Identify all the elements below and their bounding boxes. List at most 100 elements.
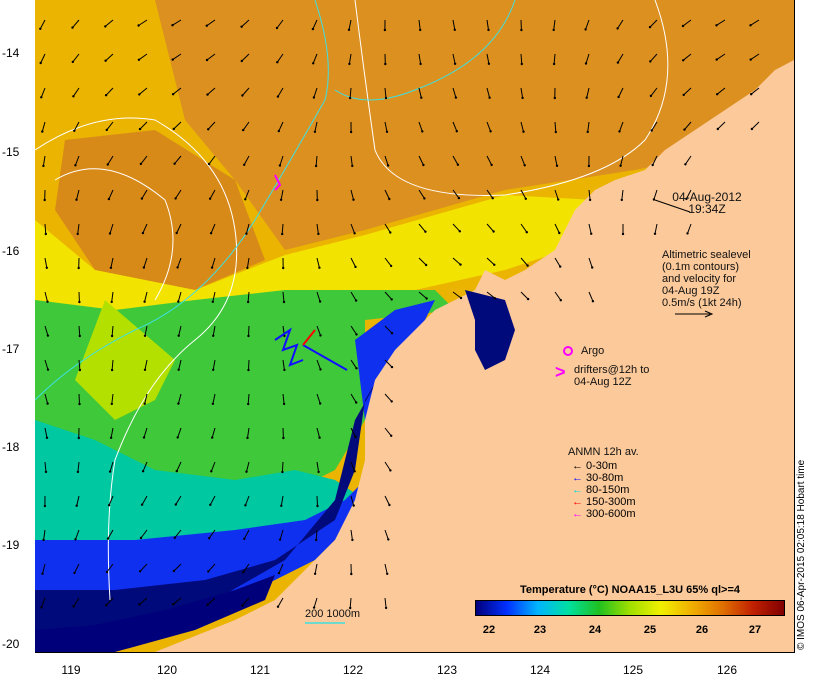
velocity-arrow-head [46,334,50,337]
velocity-arrow-head [171,93,175,96]
velocity-arrow-head [207,162,211,166]
velocity-arrow [40,53,46,64]
velocity-arrow-head [108,232,112,235]
velocity-arrow [682,19,692,27]
velocity-arrow [276,19,284,29]
velocity-arrow-head [76,232,79,236]
sst-map[interactable] [35,0,795,653]
velocity-arrow-head [241,94,244,97]
velocity-arrow [418,53,422,64]
lon-tick-label: 120 [156,663,178,677]
velocity-arrow-head [46,300,49,303]
velocity-arrow-head [278,538,282,541]
drifters-line: 04-Aug 12Z [574,376,632,388]
velocity-arrow-head [175,231,178,235]
velocity-arrow [452,87,457,98]
anmn-legend-item: ← 150-300m [572,496,636,508]
velocity-arrow-head [715,58,718,61]
velocity-arrow [486,223,494,232]
velocity-arrow [716,87,726,95]
velocity-arrow [586,87,590,98]
velocity-arrow-head [247,368,250,372]
velocity-arrow-head [107,197,111,201]
velocity-arrow [211,257,216,268]
scale-arrowhead [704,310,714,318]
velocity-arrow-head [649,94,653,98]
velocity-arrow-head [388,197,391,201]
velocity-arrow [280,189,284,200]
velocity-arrow [316,495,318,507]
velocity-arrow [418,121,423,132]
velocity-arrow-head [588,198,592,202]
velocity-arrow-head [143,334,147,337]
velocity-arrow [418,257,427,266]
velocity-arrow [652,155,658,166]
velocity-arrow [750,87,760,95]
velocity-arrow [245,223,250,234]
velocity-arrow [384,257,392,267]
velocity-arrow-head [491,197,494,200]
velocity-arrow [247,393,250,405]
velocity-arrow-head [211,402,215,405]
lon-tick-label: 124 [529,663,551,677]
velocity-arrow-head [174,197,177,200]
velocity-arrow [315,529,318,541]
velocity-arrow [349,87,352,99]
velocity-arrow [241,19,250,28]
lat-tick-label: -18 [2,440,20,454]
velocity-arrow [617,53,624,63]
velocity-arrow-head [172,127,175,131]
lon-tick-label: 126 [716,663,738,677]
velocity-arrow [143,257,148,268]
velocity-arrow [316,257,320,268]
velocity-arrow [144,325,148,336]
velocity-arrow [649,19,658,28]
velocity-arrow-head [384,96,388,100]
velocity-arrow [138,53,148,61]
velocity-arrow [316,325,321,336]
velocity-arrow-head [177,334,180,337]
velocity-arrow [350,461,356,472]
velocity-arrow-head [143,402,146,405]
velocity-arrow [111,325,114,337]
velocity-arrow [316,359,321,370]
drifter-marker [274,174,282,191]
velocity-arrow-head [39,61,42,65]
velocity-arrow-head [174,503,177,506]
drifter-chevron-icon: > [555,362,566,382]
velocity-arrow [208,529,216,539]
velocity-arrow-head [352,198,355,201]
altimetry-line: 0.5m/s (1kt 24h) [662,297,742,309]
velocity-arrow-head [212,368,215,371]
velocity-arrow-head [347,28,351,31]
velocity-arrow [486,189,494,199]
date-label: 04-Aug-2012 19:34Z [662,191,752,215]
velocity-arrow [279,155,284,166]
velocity-arrow [178,359,182,370]
velocity-arrow [209,189,216,199]
velocity-arrow [384,597,387,608]
velocity-arrow-head [104,59,107,62]
velocity-arrow-head [383,28,387,32]
colorbar-tick-label: 22 [482,624,496,636]
velocity-arrow-head [348,62,351,66]
velocity-arrow [75,529,80,540]
velocity-arrow-head [106,163,110,166]
velocity-arrow-head [212,334,215,337]
velocity-arrow [177,427,182,438]
velocity-arrow-head [208,537,211,540]
velocity-arrow [41,121,46,132]
velocity-arrow-head [211,300,214,303]
velocity-arrow-head [176,436,179,439]
velocity-arrow [244,495,250,506]
velocity-arrow [277,597,284,607]
velocity-arrow-head [421,130,424,133]
velocity-arrow [520,155,526,166]
velocity-arrow-head [209,232,213,235]
velocity-arrow [452,257,461,265]
velocity-arrow-head [554,130,557,134]
velocity-arrow-head [106,537,110,540]
velocity-arrow-head [715,24,718,27]
velocity-arrow-head [279,198,283,201]
velocity-arrow-head [140,197,144,200]
